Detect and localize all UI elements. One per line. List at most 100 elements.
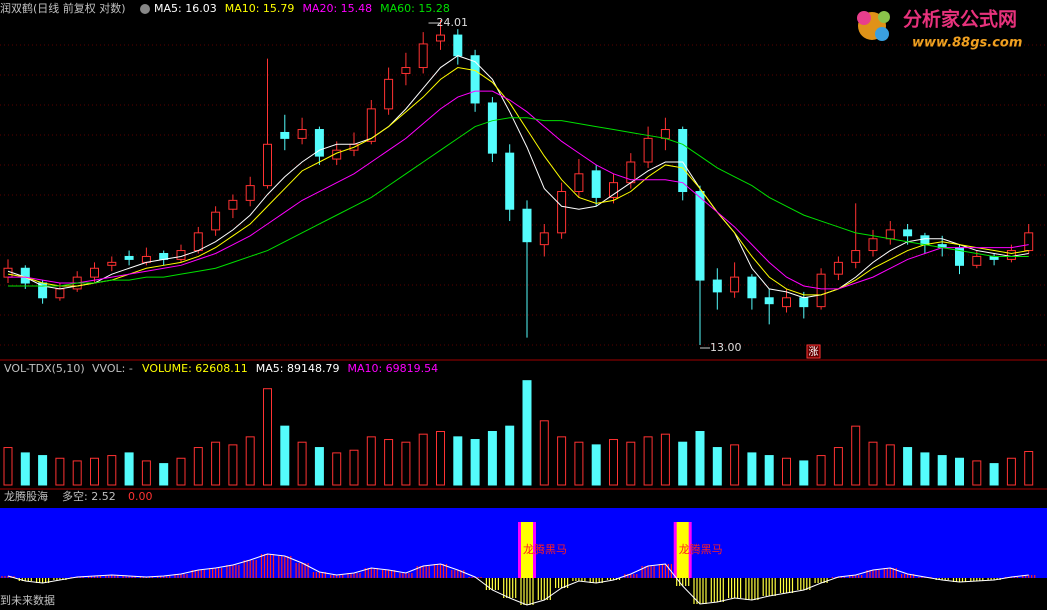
volume-bar: [712, 447, 722, 486]
volume-bar: [297, 441, 307, 486]
volume-bar: [418, 433, 428, 486]
volume-bar: [609, 439, 618, 486]
volume-bar: [920, 452, 930, 486]
panel-title: VOL-TDX(5,10): [4, 362, 85, 375]
signal-bar: [520, 522, 534, 578]
candle-body: [591, 170, 601, 198]
candle-body: [297, 129, 307, 139]
candle-body: [280, 131, 290, 139]
watermark-name: 分析家公式网: [903, 8, 1017, 31]
volume-bar: [522, 380, 532, 486]
candle-body: [747, 276, 757, 299]
annotation: 13.00: [710, 341, 742, 354]
candle-body: [332, 149, 342, 160]
candle-body: [885, 229, 895, 240]
volume-bar: [626, 441, 636, 486]
legend-entry: VOLUME: 62608.11: [142, 362, 248, 375]
watermark-url: www.88gs.com: [912, 36, 1022, 51]
volume-bar: [885, 444, 895, 486]
volume-bar: [20, 452, 30, 486]
candle-body: [401, 67, 411, 74]
candle-body: [816, 273, 826, 308]
logo-petal: [875, 27, 889, 41]
candle-body: [228, 199, 238, 210]
candle-body: [263, 143, 272, 187]
signal-edge: [688, 522, 692, 578]
volume-bar: [903, 447, 913, 486]
candle-body: [1006, 250, 1016, 260]
indicator-line: [7, 553, 1029, 606]
candle-body: [539, 232, 549, 246]
volume-bar: [366, 436, 376, 486]
volume-bar: [937, 455, 947, 486]
volume-bar: [384, 439, 394, 486]
volume-bar: [193, 447, 203, 486]
candle-body: [730, 276, 740, 293]
candle-body: [453, 34, 463, 57]
volume-bar: [816, 455, 826, 486]
candle-body: [38, 282, 48, 299]
logo-petal: [857, 11, 871, 25]
volume-bar: [505, 425, 515, 486]
volume-bar: [747, 452, 757, 486]
ma-line: [7, 55, 1029, 299]
volume-bar: [55, 457, 65, 486]
candle-body: [418, 43, 428, 69]
candle-body: [799, 297, 809, 308]
volume-bar: [1006, 457, 1016, 486]
legend-entry: MA10: 69819.54: [347, 362, 438, 375]
volume-bar: [159, 463, 169, 486]
volume-bar: [833, 447, 843, 486]
volume-bar: [989, 463, 999, 486]
legend-entry: 0.00: [128, 490, 153, 503]
candle-body: [695, 191, 705, 281]
volume-bar: [868, 441, 878, 486]
volume-bar: [176, 457, 186, 486]
candle-body: [211, 211, 221, 231]
candle-body: [678, 129, 688, 193]
candle-body: [505, 152, 515, 210]
volume-bar: [228, 444, 238, 486]
candle-body: [764, 297, 774, 305]
volume-bar: [643, 436, 653, 486]
candle-body: [124, 255, 134, 260]
volume-bar: [453, 436, 463, 486]
volume-bar: [314, 447, 324, 486]
signal-label: 龙腾黑马: [523, 542, 567, 556]
legend-entry: MA5: 16.03: [154, 2, 217, 15]
signal-edge: [673, 522, 677, 578]
volume-bar: [557, 436, 567, 486]
candle-body: [712, 279, 722, 293]
ma-line: [7, 67, 1029, 296]
stock-title: 润双鹤(日线 前复权 对数): [0, 1, 126, 15]
legend-entry: MA5: 89148.79: [256, 362, 340, 375]
volume-bar: [487, 431, 497, 486]
signal-label: 龙腾黑马: [679, 542, 723, 556]
volume-bar: [401, 441, 411, 486]
volume-bar: [955, 457, 964, 486]
candle-body: [903, 229, 913, 237]
candle-body: [366, 108, 376, 142]
volume-bar: [851, 425, 861, 486]
volume-bar: [245, 436, 255, 486]
candle-body: [660, 129, 670, 139]
volume-bar: [3, 447, 13, 486]
volume-bar: [591, 444, 601, 486]
candle-body: [384, 78, 394, 110]
signal-edge: [518, 522, 521, 578]
volume-bar: [38, 455, 48, 486]
candle-body: [55, 288, 65, 299]
volume-bar: [1024, 451, 1034, 486]
candle-body: [314, 129, 324, 157]
legend-entry: MA10: 15.79: [225, 2, 295, 15]
candle-body: [868, 238, 878, 252]
watermark: 分析家公式网 www.88gs.com: [857, 8, 1022, 51]
footer: 到未来数据: [0, 593, 55, 607]
candle-body: [193, 232, 203, 252]
volume-bar: [574, 441, 584, 486]
candle-body: [436, 34, 445, 42]
volume-bar: [660, 433, 670, 486]
ma-line: [8, 117, 1029, 287]
